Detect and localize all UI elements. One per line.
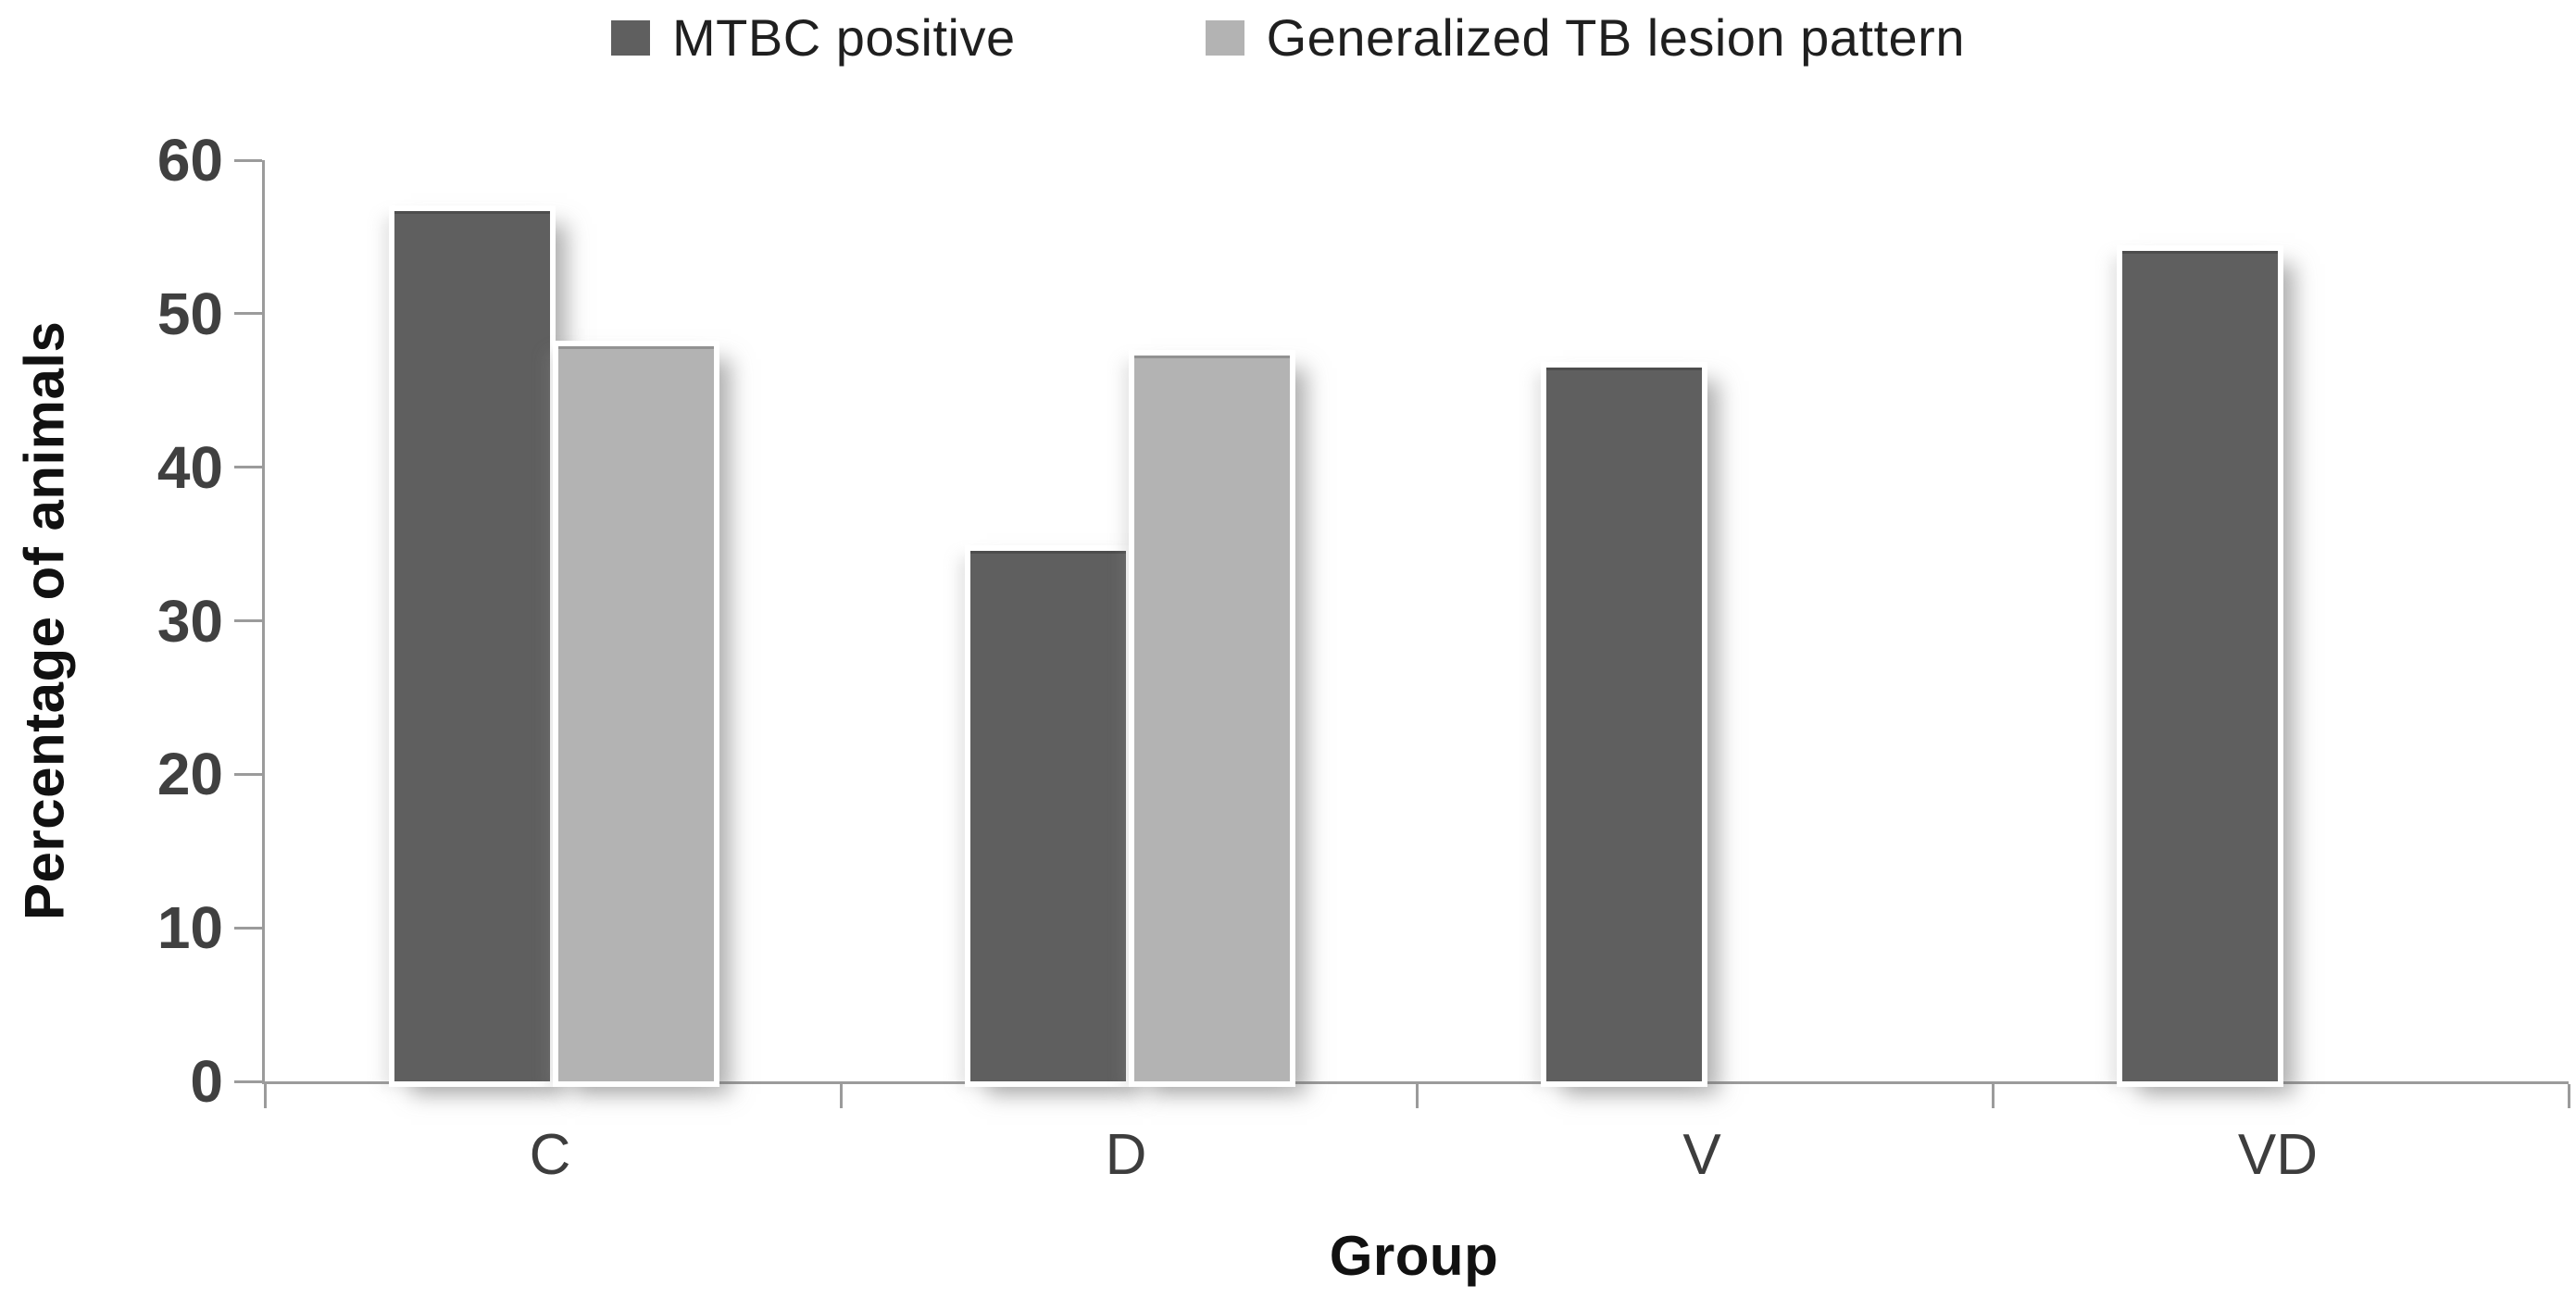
legend-label-generalized-tb: Generalized TB lesion pattern (1266, 8, 1965, 67)
y-tick-mark-30 (234, 619, 262, 622)
y-tick-label-0: 0 (190, 1048, 223, 1115)
x-axis-title: Group (1329, 1225, 1499, 1287)
x-tick-mark-3 (1991, 1084, 1995, 1108)
bar-D-series-0 (969, 550, 1126, 1081)
y-tick-label-20: 20 (156, 741, 223, 808)
y-tick-mark-10 (234, 926, 262, 930)
x-tick-label-D: D (1105, 1123, 1147, 1187)
y-tick-mark-0 (234, 1080, 262, 1083)
plot-area: 0 10 20 30 40 50 60 (157, 131, 2570, 1111)
bar-V-series-0 (1545, 368, 1702, 1081)
legend-label-mtbc-positive: MTBC positive (672, 8, 1016, 67)
bar-C-series-0 (394, 211, 550, 1081)
y-tick-label-60: 60 (156, 127, 223, 193)
x-tick-mark-0 (263, 1084, 267, 1108)
chart-legend: MTBC positive Generalized TB lesion patt… (0, 7, 2576, 68)
y-tick-mark-50 (234, 312, 262, 316)
legend-item-generalized-tb: Generalized TB lesion pattern (1205, 7, 1965, 68)
bar-VD-series-0 (2121, 251, 2278, 1081)
y-tick-label-10: 10 (156, 894, 223, 962)
x-tick-label-C: C (529, 1123, 571, 1187)
x-tick-label-V: V (1682, 1123, 1721, 1187)
legend-swatch-generalized-tb-icon (1205, 19, 1244, 56)
x-tick-mark-4 (2567, 1084, 2570, 1108)
x-tick-label-VD: VD (2237, 1123, 2319, 1187)
bar-D-series-1 (1134, 355, 1291, 1081)
legend-item-mtbc-positive: MTBC positive (611, 7, 1016, 68)
y-tick-label-50: 50 (156, 280, 223, 347)
x-tick-mark-2 (1415, 1084, 1419, 1108)
y-tick-mark-60 (234, 158, 262, 162)
y-tick-mark-40 (234, 466, 262, 469)
bar-C-series-1 (558, 345, 715, 1081)
y-tick-mark-20 (234, 772, 262, 776)
y-tick-label-30: 30 (156, 587, 223, 655)
y-tick-label-40: 40 (156, 433, 223, 501)
legend-swatch-mtbc-positive-icon (611, 19, 651, 56)
x-tick-mark-1 (839, 1084, 843, 1108)
